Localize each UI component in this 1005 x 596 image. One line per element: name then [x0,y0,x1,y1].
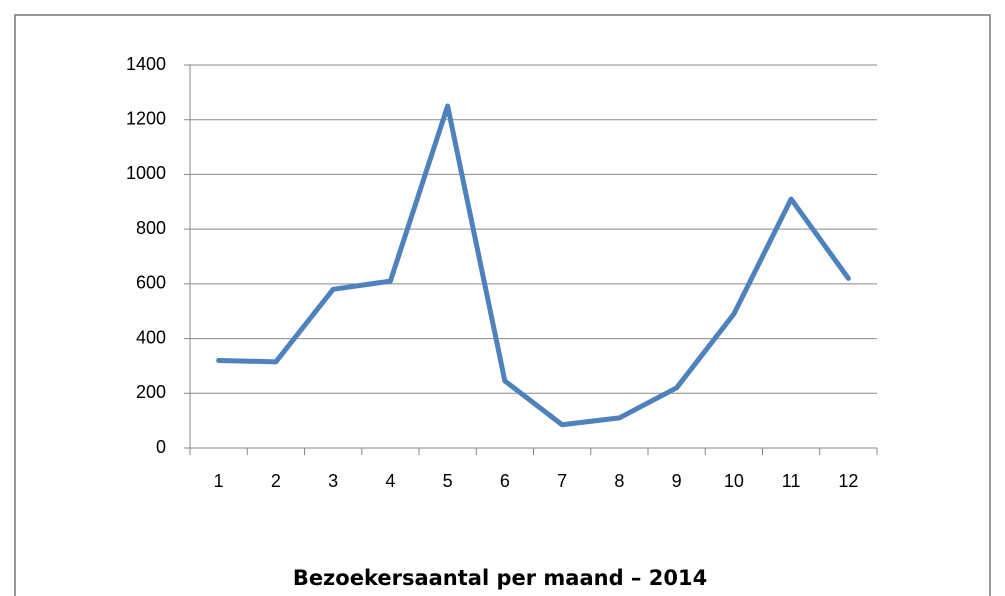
y-tick-label: 800 [136,218,166,238]
x-tick-label: 12 [838,471,858,491]
chart-title: Bezoekersaantal per maand – 2014 [293,566,707,590]
x-tick-label: 4 [385,471,395,491]
y-tick-label: 1400 [126,54,166,74]
data-line [216,103,851,428]
x-tick-label: 1 [214,471,224,491]
x-tick-label: 9 [672,471,682,491]
x-tick-label: 8 [614,471,624,491]
y-tick-label: 200 [136,382,166,402]
chart-frame [14,14,991,596]
x-tick-label: 5 [443,471,453,491]
x-tick-label: 2 [271,471,281,491]
x-tick-label: 3 [328,471,338,491]
y-tick-label: 1200 [126,108,166,128]
x-tick-label: 7 [557,471,567,491]
x-tick-label: 11 [782,471,801,491]
x-tick-label: 6 [500,471,510,491]
y-tick-label: 600 [136,273,166,293]
y-tick-label: 0 [156,437,166,457]
y-tick-label: 400 [136,327,166,347]
y-tick-label: 1000 [126,163,166,183]
x-tick-label: 10 [724,471,744,491]
